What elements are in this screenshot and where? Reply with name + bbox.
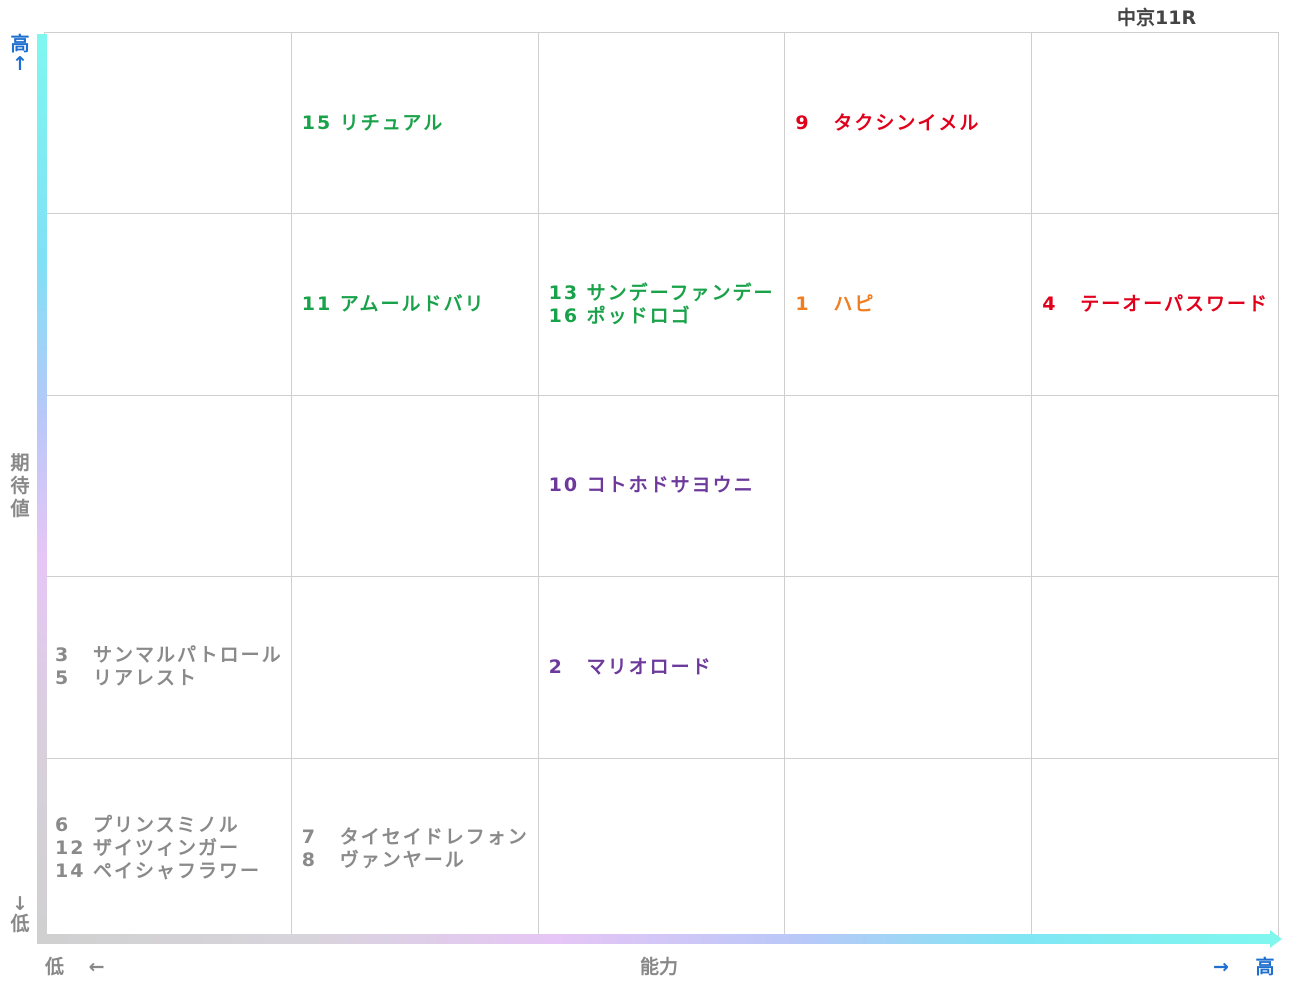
grid-cell [784, 577, 1032, 759]
y-axis-bar [37, 34, 47, 940]
y-axis-low-text: 低 [10, 913, 30, 935]
matrix-grid: 15 リチュアル 9 タクシンイメル 11 アムールドバリ 13 サンデーファンデー 16 ポッド… [44, 32, 1279, 940]
grid-cell: 4 テーオーパスワード [1031, 214, 1278, 396]
horse-name: サンデーファンデー [586, 281, 775, 304]
x-axis-high-text: 高 [1255, 956, 1275, 978]
horse-name: タクシンイメル [833, 111, 981, 134]
horse-number: 7 [301, 825, 318, 848]
horse-name: マリオロード [586, 655, 713, 678]
grid-cell: 15 リチュアル [290, 33, 538, 215]
grid-cell: 9 タクシンイメル [784, 33, 1032, 215]
horse-name: リチュアル [339, 111, 445, 134]
grid-cell [784, 395, 1032, 578]
grid-cell [44, 33, 291, 215]
horse-entry: 5 リアレスト [55, 667, 291, 690]
horse-name: コトホドサヨウニ [586, 474, 755, 497]
grid-cell: 1 ハピ [784, 214, 1032, 396]
horse-entry: 11 アムールドバリ [302, 293, 538, 316]
horse-name: ヴァンヤール [339, 848, 466, 871]
grid-cell [44, 214, 291, 396]
horse-entry: 8 ヴァンヤール [302, 849, 538, 872]
grid-cell: 6 プリンスミノル 12 ザイツィンガー 14 ペイシャフラワー [44, 758, 291, 940]
horse-name: リアレスト [93, 667, 199, 690]
horse-entry: 14 ペイシャフラワー [55, 860, 291, 883]
horse-number: 1 [795, 293, 811, 316]
grid-cell [290, 395, 538, 578]
horse-number: 11 [301, 293, 333, 316]
grid-cell [1031, 395, 1278, 578]
horse-entry: 2 マリオロード [549, 656, 785, 679]
horse-entry: 10 コトホドサヨウニ [549, 474, 785, 497]
horse-name: ザイツィンガー [93, 837, 241, 860]
grid-cell [44, 395, 291, 578]
horse-entry: 16 ポッドロゴ [549, 305, 785, 328]
chart-title: 中京11R [1117, 7, 1197, 29]
x-axis-low-label: 低 ← [45, 952, 105, 979]
x-axis-title: 能力 [640, 956, 679, 978]
horse-number: 5 [55, 667, 71, 690]
y-axis-title: 期待値 [10, 452, 30, 521]
horse-number: 6 [55, 814, 71, 837]
horse-name: ポッドロゴ [586, 304, 692, 327]
up-arrow-icon: ↑ [12, 53, 28, 75]
grid-cell [784, 758, 1032, 940]
grid-cell [1031, 758, 1278, 940]
horse-number: 3 [55, 644, 71, 667]
y-axis-low-label: ↓ 低 [10, 894, 30, 934]
horse-number: 14 [55, 860, 86, 883]
y-axis-high-text: 高 [10, 33, 30, 55]
grid-cell [1031, 33, 1278, 215]
horse-number: 9 [795, 111, 811, 134]
horse-name: アムールドバリ [339, 293, 486, 316]
grid-cell [290, 577, 538, 759]
horse-number: 4 [1042, 293, 1058, 316]
grid-cell [537, 33, 785, 215]
horse-number: 13 [548, 281, 580, 304]
grid-cell: 3 サンマルパトロール 5 リアレスト [44, 577, 291, 759]
x-axis-bar [37, 934, 1272, 944]
grid-cell: 11 アムールドバリ [290, 214, 538, 396]
horse-entry: 6 プリンスミノル [55, 814, 291, 837]
left-arrow-icon: ← [88, 956, 105, 978]
horse-name: サンマルパトロール [93, 644, 283, 667]
horse-entry: 4 テーオーパスワード [1042, 293, 1278, 316]
horse-entry: 12 ザイツィンガー [55, 837, 291, 860]
down-arrow-icon: ↓ [12, 893, 28, 915]
x-axis-high-label: → 高 [1213, 952, 1275, 979]
x-axis-arrowhead [1270, 930, 1282, 948]
horse-number: 10 [548, 474, 580, 497]
x-axis-low-text: 低 [45, 956, 65, 978]
grid-cell: 13 サンデーファンデー 16 ポッドロゴ [537, 214, 785, 396]
horse-entry: 1 ハピ [795, 293, 1031, 316]
horse-name: プリンスミノル [93, 814, 240, 837]
horse-name: タイセイドレフォン [339, 825, 529, 848]
horse-number: 15 [301, 111, 333, 134]
horse-name: ハピ [833, 293, 876, 316]
horse-entry: 15 リチュアル [302, 112, 538, 135]
horse-number: 12 [55, 837, 86, 860]
grid-cell [537, 758, 785, 940]
grid-cell: 7 タイセイドレフォン 8 ヴァンヤール [290, 758, 538, 940]
horse-entry: 13 サンデーファンデー [549, 282, 785, 305]
grid-cell: 2 マリオロード [537, 577, 785, 759]
horse-name: テーオーパスワード [1080, 293, 1269, 316]
horse-entry: 9 タクシンイメル [795, 112, 1031, 135]
horse-entry: 3 サンマルパトロール [55, 644, 291, 667]
horse-name: ペイシャフラワー [93, 860, 262, 883]
horse-number: 8 [301, 848, 318, 871]
horse-entry: 7 タイセイドレフォン [302, 826, 538, 849]
y-axis-high-label: 高 ↑ [10, 34, 30, 74]
y-axis-title-text: 期待値 [10, 452, 30, 520]
horse-number: 2 [548, 655, 564, 678]
grid-cell [1031, 577, 1278, 759]
horse-number: 16 [548, 304, 580, 327]
grid-cell: 10 コトホドサヨウニ [537, 395, 785, 578]
right-arrow-icon: → [1213, 956, 1229, 978]
